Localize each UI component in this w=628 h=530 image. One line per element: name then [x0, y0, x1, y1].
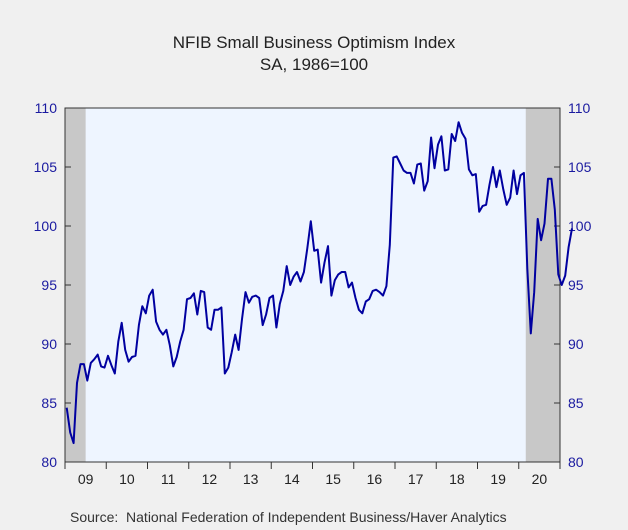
y-tick-label-right: 95: [568, 277, 584, 293]
x-tick-label: 18: [449, 471, 465, 487]
y-tick-label-left: 95: [41, 277, 57, 293]
y-tick-label-left: 105: [34, 159, 58, 175]
source-note: Source: National Federation of Independe…: [70, 509, 507, 525]
y-tick-label-right: 100: [568, 218, 592, 234]
y-tick-label-left: 80: [41, 454, 57, 470]
y-tick-label-right: 105: [568, 159, 592, 175]
x-tick-label: 15: [325, 471, 341, 487]
x-tick-label: 09: [78, 471, 94, 487]
x-tick-label: 19: [490, 471, 506, 487]
y-tick-label-right: 110: [568, 100, 591, 116]
x-tick-label: 13: [243, 471, 259, 487]
x-tick-label: 11: [161, 471, 176, 487]
recession-shade: [65, 108, 86, 462]
x-tick-label: 16: [367, 471, 383, 487]
y-tick-label-right: 85: [568, 395, 584, 411]
x-tick-label: 20: [532, 471, 548, 487]
y-tick-label-left: 100: [34, 218, 58, 234]
y-tick-label-right: 80: [568, 454, 584, 470]
x-tick-label: 12: [202, 471, 218, 487]
plot-area: [65, 108, 560, 462]
y-tick-label-left: 110: [35, 100, 58, 116]
y-tick-label-left: 85: [41, 395, 57, 411]
y-tick-label-left: 90: [41, 336, 57, 352]
x-tick-label: 14: [284, 471, 300, 487]
series-line: [65, 121, 573, 445]
x-tick-label: 17: [408, 471, 424, 487]
y-tick-label-right: 90: [568, 336, 584, 352]
x-tick-label: 10: [119, 471, 135, 487]
chart-title: NFIB Small Business Optimism Index: [172, 33, 456, 52]
chart-subtitle: SA, 1986=100: [259, 55, 369, 74]
